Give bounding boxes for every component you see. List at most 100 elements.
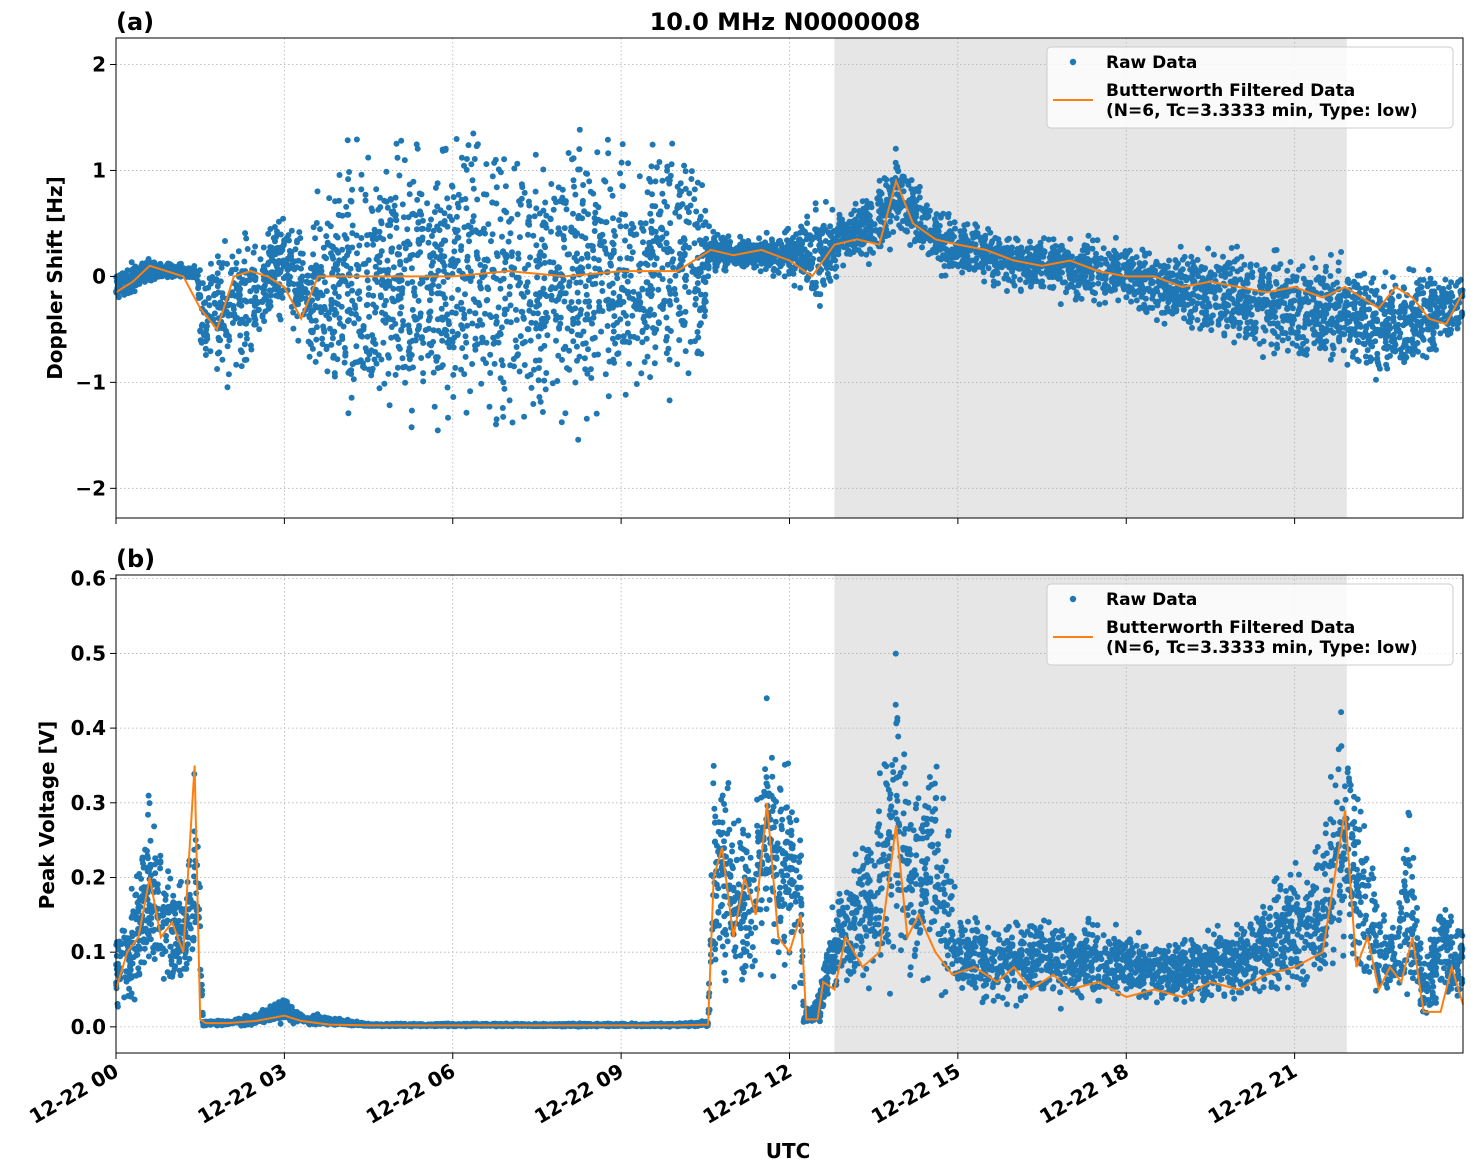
raw-data-point: [622, 237, 628, 244]
raw-data-point: [525, 326, 532, 333]
raw-data-point: [578, 255, 585, 262]
raw-data-point: [1237, 276, 1244, 283]
raw-data-point: [463, 205, 470, 212]
raw-data-point: [409, 211, 416, 218]
raw-data-point: [427, 283, 434, 290]
panel-a-doppler: 210−1−2 (a) 10.0 MHz N0000008 Doppler Sh…: [43, 8, 1466, 524]
raw-data-point: [763, 255, 770, 262]
raw-data-point: [591, 255, 598, 262]
raw-data-point: [308, 279, 315, 286]
raw-data-point: [571, 183, 577, 190]
raw-data-point: [827, 277, 834, 284]
raw-data-point: [1271, 247, 1278, 254]
raw-data-point: [651, 360, 658, 367]
raw-data-point: [1065, 249, 1071, 256]
raw-data-point: [833, 273, 840, 280]
raw-data-point: [450, 194, 457, 201]
raw-data-point: [434, 203, 441, 210]
raw-data-point: [672, 209, 679, 216]
raw-data-point: [694, 329, 701, 335]
raw-data-point: [675, 202, 682, 209]
raw-data-point: [1322, 302, 1329, 309]
raw-data-point: [332, 289, 339, 296]
raw-data-point: [241, 341, 248, 348]
raw-data-point: [476, 279, 483, 286]
raw-data-point: [296, 229, 303, 236]
raw-data-point: [548, 181, 555, 187]
raw-data-point: [528, 319, 535, 326]
raw-data-point: [1073, 289, 1080, 296]
raw-data-point: [345, 248, 352, 255]
raw-data-point: [592, 280, 599, 287]
raw-data-point: [206, 302, 213, 309]
raw-data-point: [524, 279, 531, 286]
raw-data-point: [482, 310, 488, 317]
raw-data-point: [583, 291, 590, 298]
raw-data-point: [980, 269, 987, 276]
raw-data-point: [1317, 345, 1323, 352]
raw-data-point: [430, 259, 436, 266]
raw-data-point: [1198, 286, 1205, 293]
raw-data-point: [506, 397, 513, 404]
raw-data-point: [446, 321, 452, 328]
raw-data-point: [294, 287, 301, 294]
raw-data-point: [294, 296, 301, 303]
raw-data-point: [462, 291, 468, 298]
raw-data-point: [1166, 308, 1173, 315]
raw-data-point: [653, 164, 660, 171]
raw-data-point: [335, 293, 342, 300]
raw-data-point: [1275, 333, 1281, 340]
raw-data-point: [1297, 334, 1304, 341]
raw-data-point: [804, 252, 811, 259]
raw-data-point: [216, 337, 222, 343]
raw-data-point: [1444, 331, 1451, 338]
raw-data-point: [946, 220, 953, 227]
raw-data-point: [434, 354, 441, 361]
raw-data-point: [1017, 276, 1023, 283]
raw-data-point: [223, 308, 230, 315]
raw-data-point: [1318, 290, 1325, 297]
raw-data-point: [527, 254, 534, 261]
raw-data-point: [706, 257, 713, 263]
raw-data-point: [527, 337, 534, 344]
raw-data-point: [537, 249, 544, 256]
raw-data-point: [320, 244, 327, 251]
raw-data-point: [1253, 262, 1260, 269]
raw-data-point: [454, 332, 461, 339]
raw-data-point: [534, 310, 541, 317]
raw-data-point: [607, 186, 614, 193]
raw-data-point: [202, 352, 209, 358]
raw-data-point: [1083, 284, 1089, 291]
raw-data-point: [309, 345, 316, 352]
raw-data-point: [1014, 237, 1021, 244]
raw-data-point: [434, 427, 441, 434]
raw-data-point: [1180, 299, 1187, 306]
raw-data-point: [1009, 249, 1016, 256]
raw-data-point: [876, 188, 882, 195]
raw-data-point: [214, 350, 221, 357]
raw-data-point: [671, 286, 678, 292]
raw-data-point: [565, 150, 572, 156]
raw-data-point: [988, 256, 995, 263]
raw-data-point: [863, 210, 870, 217]
raw-data-point: [388, 324, 395, 330]
raw-data-point: [370, 241, 377, 248]
raw-data-point: [1115, 297, 1122, 304]
raw-data-point: [533, 325, 540, 332]
raw-data-point: [614, 275, 621, 282]
raw-data-point: [394, 364, 401, 371]
raw-data-point: [551, 195, 558, 202]
raw-data-point: [483, 339, 490, 346]
raw-data-point: [381, 380, 388, 387]
raw-data-point: [619, 141, 626, 148]
raw-data-point: [1037, 243, 1044, 250]
raw-data-point: [526, 307, 533, 314]
raw-data-point: [517, 201, 524, 208]
raw-data-point: [1055, 253, 1062, 260]
raw-data-point: [645, 290, 652, 297]
raw-data-point: [252, 274, 259, 281]
raw-data-point: [629, 312, 636, 319]
raw-data-point: [458, 366, 465, 373]
raw-data-point: [1263, 296, 1270, 303]
raw-data-point: [1141, 301, 1148, 308]
